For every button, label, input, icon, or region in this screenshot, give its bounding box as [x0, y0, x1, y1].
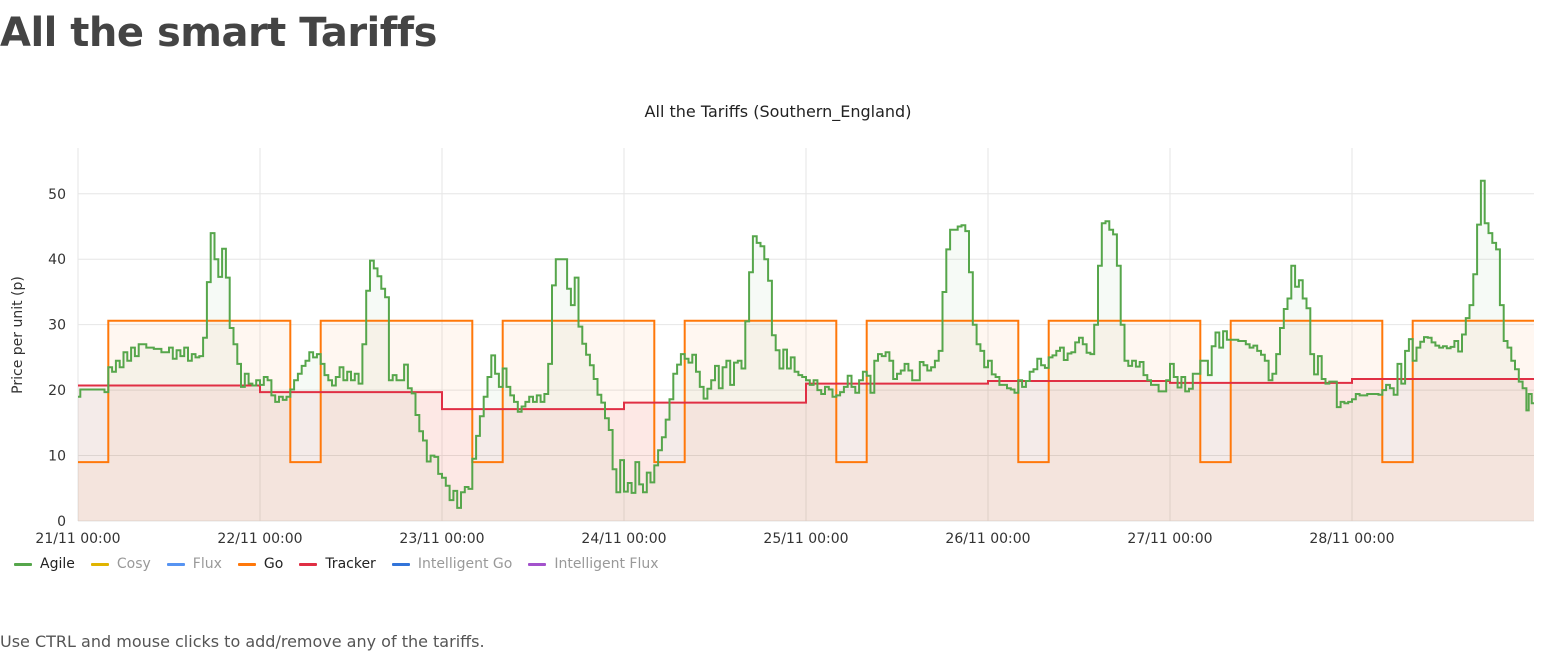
legend-label: Tracker [325, 556, 376, 572]
series-area-tracker [78, 379, 1534, 521]
y-axis-label: Price per unit (p) [10, 276, 26, 394]
legend-swatch [299, 562, 318, 566]
footer-note: Use CTRL and mouse clicks to add/remove … [0, 632, 485, 651]
legend-swatch [391, 562, 410, 566]
axis-tick-labels: 0 10 20 30 40 50 21/11 00:00 22/11 00:00 23/11 0… [35, 187, 1394, 547]
legend-label: Cosy [116, 556, 151, 572]
legend-item-intelligent-go[interactable]: Intelligent Go [391, 556, 513, 572]
x-tick-label: 24/11 00:00 [581, 531, 666, 547]
legend-label: Intelligent Flux [554, 556, 659, 572]
legend-item-go[interactable]: Go [237, 556, 284, 572]
tariff-chart[interactable]: All the Tariffs (Southern_England) Price… [0, 90, 1555, 550]
legend-label: Agile [40, 556, 75, 572]
series-area-agile [78, 180, 1534, 521]
series-line-agile[interactable] [78, 179, 1534, 509]
legend-item-intelligent-flux[interactable]: Intelligent Flux [528, 556, 659, 572]
legend-item-cosy[interactable]: Cosy [90, 556, 151, 572]
legend-label: Intelligent Go [417, 556, 513, 572]
y-tick-label: 30 [48, 318, 66, 334]
legend-label: Go [263, 556, 284, 572]
x-tick-label: 23/11 00:00 [399, 531, 484, 547]
legend-label: Flux [192, 556, 222, 572]
series-line-tracker[interactable] [78, 378, 1534, 411]
tariff-chart-panel: All the Tariffs (Southern_England) Price… [0, 90, 1555, 590]
series-line-go[interactable] [78, 319, 1534, 464]
x-tick-label: 26/11 00:00 [945, 531, 1030, 547]
page-title: All the smart Tariffs [0, 10, 437, 56]
chart-title: All the Tariffs (Southern_England) [645, 102, 912, 122]
legend-swatch [14, 562, 32, 566]
x-tick-label: 25/11 00:00 [763, 531, 848, 547]
series-layer [78, 179, 1534, 509]
x-tick-label: 21/11 00:00 [35, 531, 120, 547]
chart-legend: Agile Cosy Flux Go Tracker Intelligent Go Inte… [14, 556, 659, 572]
legend-swatch [237, 562, 256, 566]
legend-swatch [166, 562, 185, 566]
x-tick-label: 27/11 00:00 [1127, 531, 1212, 547]
y-tick-label: 40 [48, 252, 66, 268]
legend-item-tracker[interactable]: Tracker [299, 556, 376, 572]
x-tick-label: 28/11 00:00 [1309, 531, 1394, 547]
legend-item-flux[interactable]: Flux [166, 556, 222, 572]
y-tick-label: 10 [48, 449, 66, 465]
y-tick-label: 0 [57, 514, 66, 530]
y-tick-label: 50 [48, 187, 66, 203]
y-tick-label: 20 [48, 383, 66, 399]
legend-swatch [528, 562, 547, 566]
legend-swatch [90, 562, 109, 566]
legend-item-agile[interactable]: Agile [14, 556, 75, 572]
x-tick-label: 22/11 00:00 [217, 531, 302, 547]
